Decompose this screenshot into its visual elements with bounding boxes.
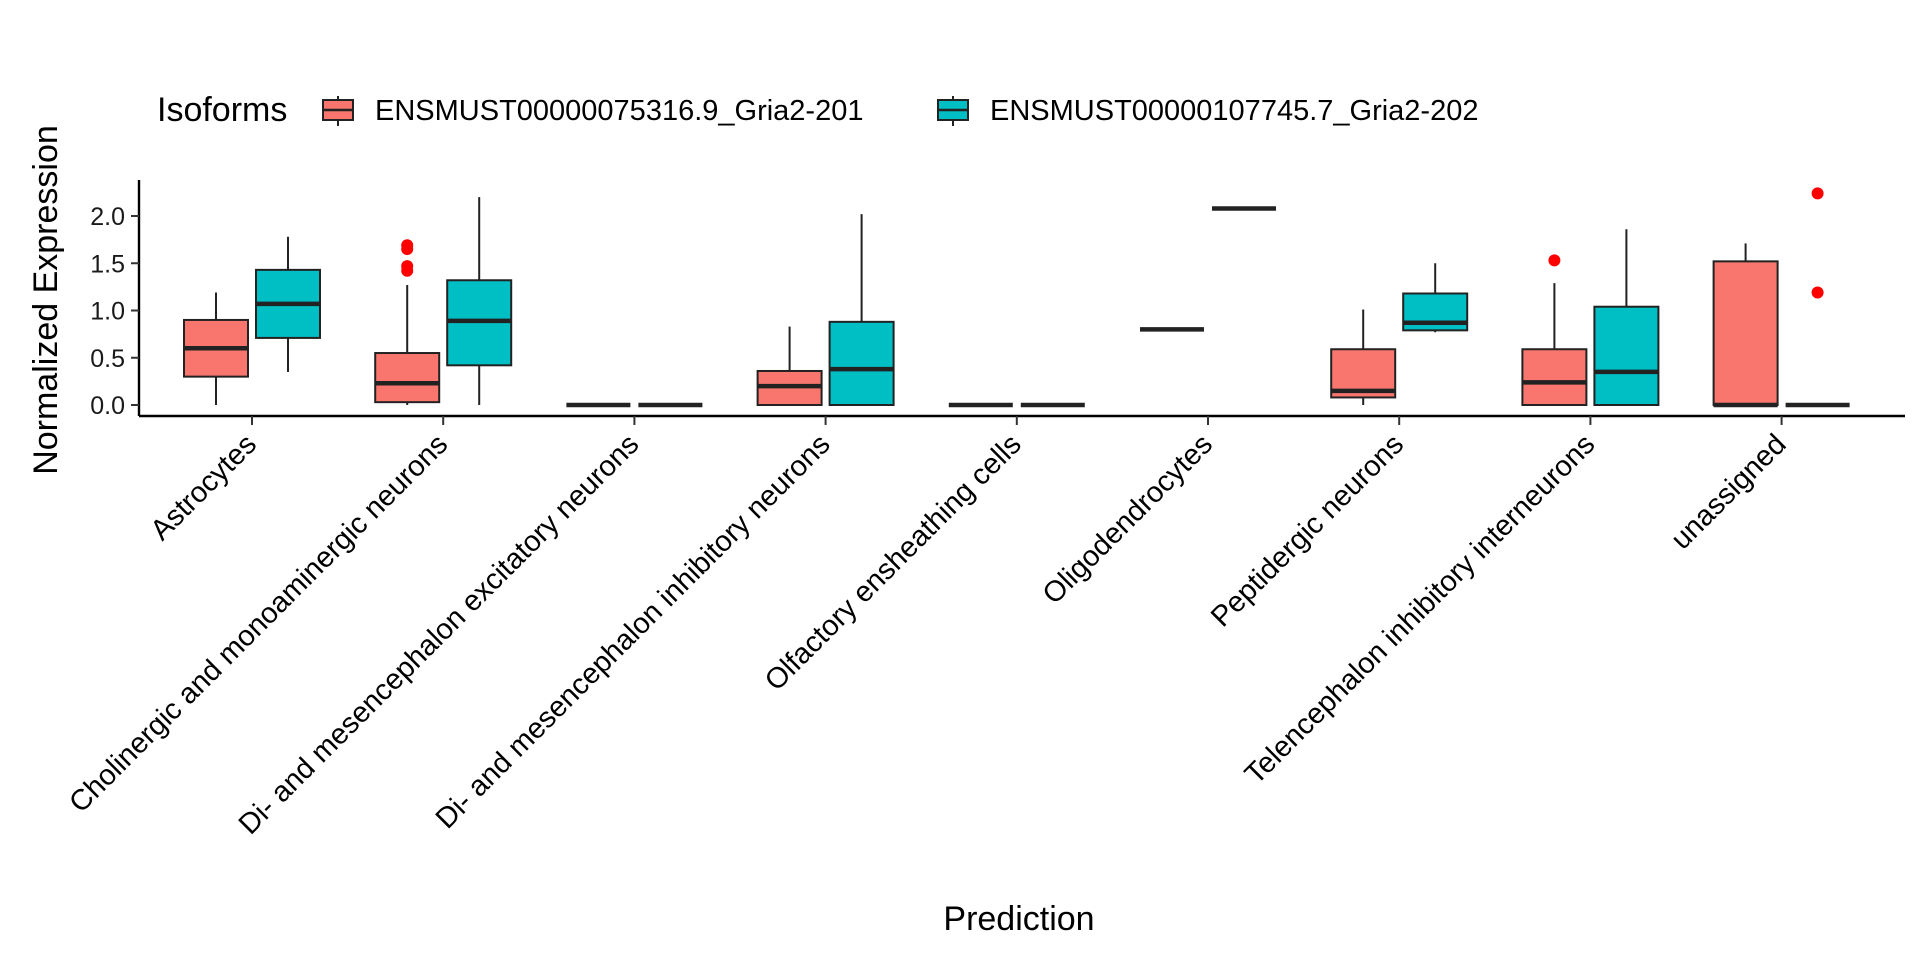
legend-items: ENSMUST00000075316.9_Gria2-201 ENSMUST000… [322,95,1478,127]
y-tick-label: 0.5 [90,345,125,373]
series-1-boxes [183,239,1779,408]
box-series-2 [1785,187,1850,408]
x-axis-title: Prediction [943,900,1094,938]
y-axis: 0.0 0.5 1.0 1.5 2.0 [90,180,141,420]
box-series-1 [374,239,441,405]
legend-item: ENSMUST00000075316.9_Gria2-201 [322,95,863,127]
x-tick-label: Peptidergic neurons [1205,428,1410,633]
box-series-2 [255,236,321,372]
box-series-2 [1402,263,1469,333]
box-body [1593,305,1660,406]
box-layer [183,187,1850,408]
legend: Isoforms ENSMUST00000075316.9_Gria2-201 E… [157,91,1478,129]
y-tick-label: 1.5 [90,250,125,278]
outlier-point [1548,254,1561,267]
legend-title: Isoforms [157,91,287,129]
box-series-1 [1521,254,1588,406]
y-tick-label: 1.0 [90,298,125,326]
outlier-point [401,239,414,252]
legend-label: ENSMUST00000107745.7_Gria2-202 [990,95,1478,127]
legend-item: ENSMUST00000107745.7_Gria2-202 [937,95,1478,127]
x-tick-label: unassigned [1665,428,1793,556]
x-tick-label: Oligodendrocytes [1037,428,1219,610]
box-series-1 [183,292,249,405]
x-tick-label: Astrocytes [145,428,263,546]
outlier-point [1811,187,1824,200]
x-tick-label: Cholinergic and monoaminergic neurons [63,428,454,819]
outlier-point [401,260,414,273]
box-series-1 [756,326,823,407]
box-series-2 [446,197,513,405]
y-axis-title: Normalized Expression [27,125,65,475]
outlier-point [1811,286,1824,299]
y-tick-label: 0.0 [90,392,125,420]
x-tick-label: Telencephalon inhibitory interneurons [1239,428,1601,790]
box-series-1 [1712,243,1779,408]
box-body [374,352,441,404]
box-series-1 [1330,309,1397,405]
x-tick-label: Di- and mesencephalon inhibitory neurons [430,428,837,835]
series-2-boxes [255,187,1850,408]
y-tick-label: 2.0 [90,203,125,231]
box-body [828,320,895,406]
x-tick-label: Di- and mesencephalon excitatory neurons [233,428,645,840]
box-body [1521,348,1588,406]
box-series-2 [828,214,895,406]
box-body [1712,260,1779,406]
legend-label: ENSMUST00000075316.9_Gria2-201 [375,95,863,127]
box-series-2 [1593,229,1660,406]
